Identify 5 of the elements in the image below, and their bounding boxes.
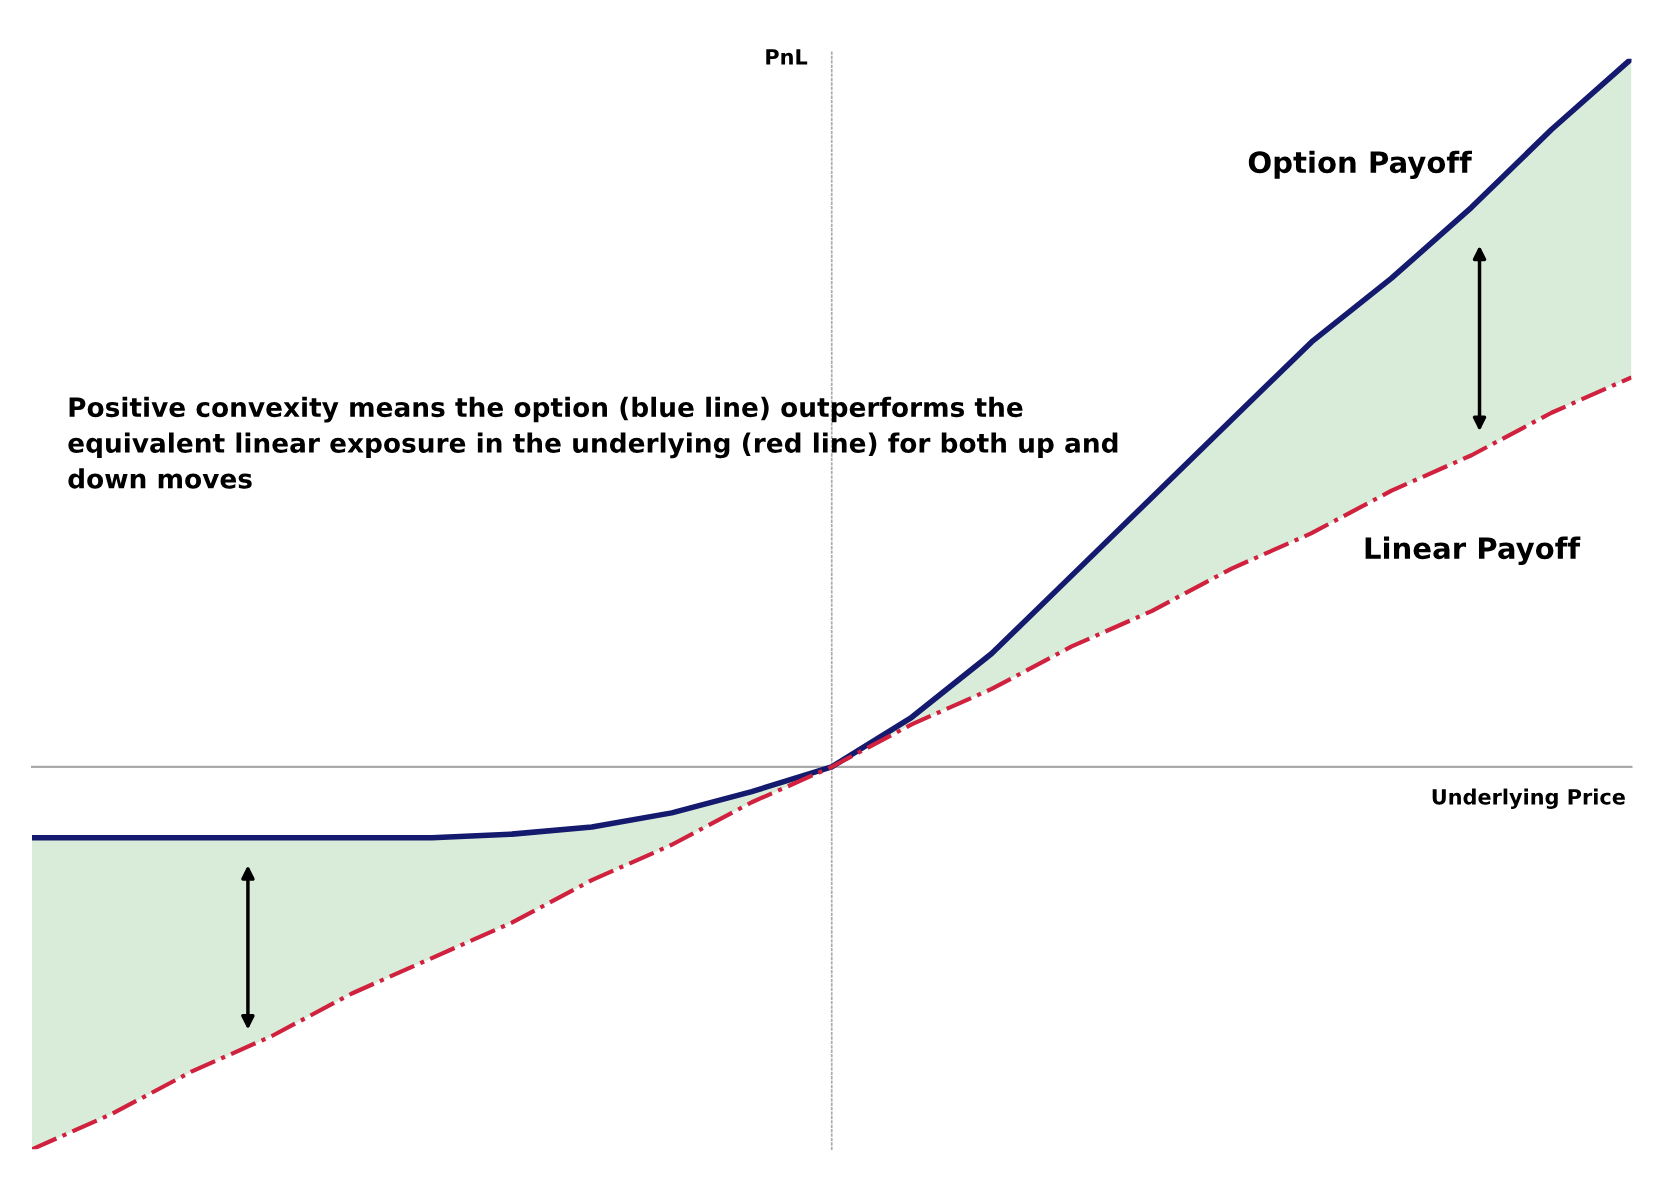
series-label: Linear Payoff	[1365, 536, 1581, 566]
y-axis-title: PnL	[766, 49, 808, 65]
series-label: Option Payoff	[1248, 150, 1473, 180]
x-axis-title: Underlying Price	[1432, 788, 1625, 809]
annotation: Positive convexity means the option (blue line) outperforms the equivalent linear exposure in the underlying (red line) for both up and down moves	[68, 396, 1118, 489]
